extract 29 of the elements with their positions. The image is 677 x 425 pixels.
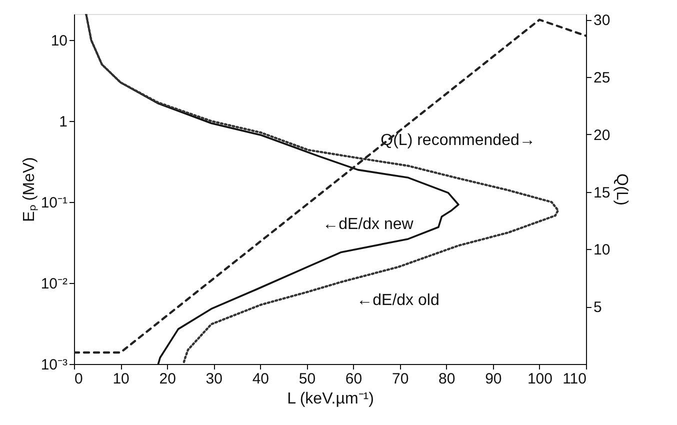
y-tick-label: 10 [50, 32, 68, 50]
y-tick-label: 10⁻¹ [40, 194, 68, 212]
y2-axis-title: Q(L) [613, 174, 630, 206]
x-tick-label: 20 [159, 370, 176, 388]
x-tick-label: 70 [392, 370, 409, 388]
x-tick-label: 80 [438, 370, 456, 388]
x-tick-label: 40 [252, 370, 270, 388]
y2-tick-label: 30 [594, 12, 610, 30]
y2-tick-label: 5 [594, 299, 602, 316]
y2-tick-label: 15 [594, 184, 610, 202]
y-tick-label: 1 [59, 114, 68, 131]
annotation: ←dE/dx old [356, 292, 440, 309]
annotation: ←dE/dx new [322, 216, 414, 233]
y2-tick-label: 20 [594, 126, 610, 144]
x-tick-label: 10 [112, 370, 130, 388]
x-tick-label: 0 [74, 370, 83, 388]
y2-tick-label: 25 [594, 70, 610, 87]
x-tick-label: 60 [345, 370, 362, 388]
y-tick-label: 10⁻³ [40, 356, 68, 374]
x-tick-label: 90 [485, 370, 502, 388]
y-tick-label: 10⁻² [40, 276, 68, 293]
x-tick-label: 100 [527, 370, 552, 388]
x-axis-title: L (keV.µm⁻¹) [287, 390, 374, 408]
y-axis-title: Eₚ (MeV) [20, 157, 38, 222]
x-tick-label: 50 [298, 370, 316, 388]
annotation: Q(L) recommended→ [380, 132, 536, 149]
x-tick-label: 30 [206, 370, 222, 388]
x-tick-label: 110 [562, 370, 586, 388]
y2-tick-label: 10 [594, 242, 610, 259]
